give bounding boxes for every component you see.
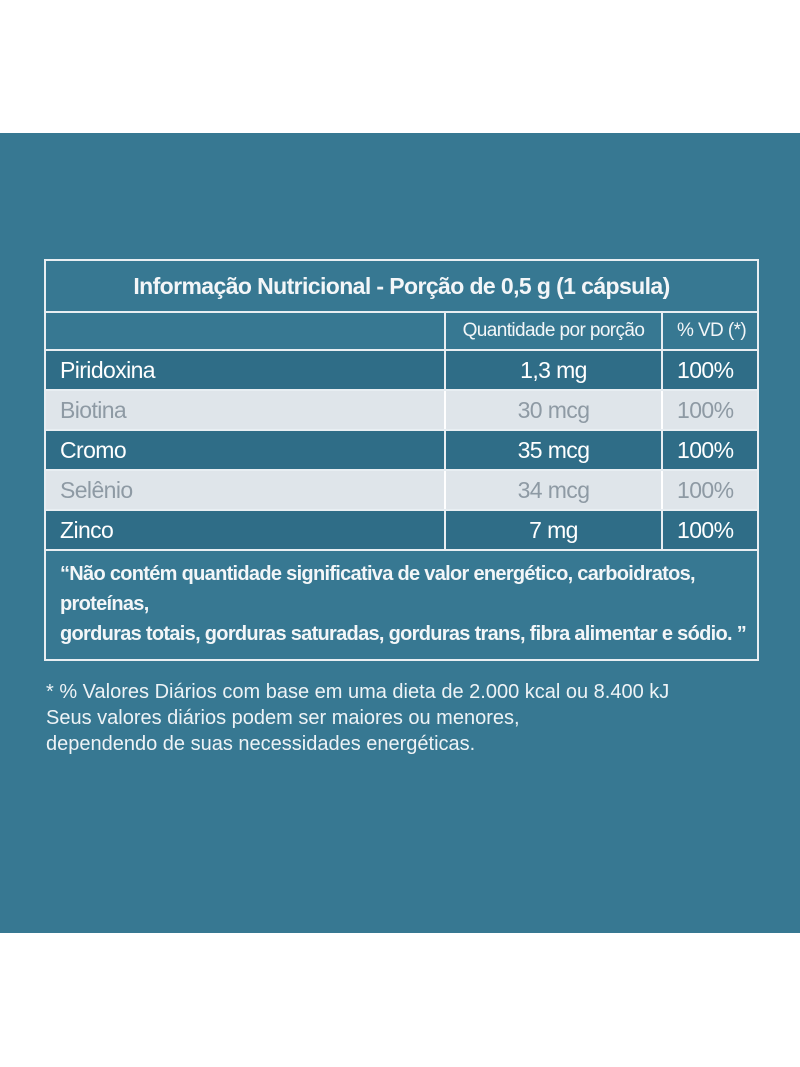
nutrient-name: Biotina bbox=[46, 391, 446, 429]
nutrient-vd: 100% bbox=[677, 516, 734, 543]
nutrient-name: Selênio bbox=[46, 471, 446, 509]
table-row: Cromo 35 mcg 100% bbox=[46, 431, 757, 471]
nutrient-name: Piridoxina bbox=[46, 351, 446, 389]
table-row: Selênio 34 mcg 100% bbox=[46, 471, 757, 511]
table-row: Piridoxina 1,3 mg 100% bbox=[46, 351, 757, 391]
nutrition-panel: Informação Nutricional - Porção de 0,5 g… bbox=[0, 133, 800, 933]
table-row: Biotina 30 mcg 100% bbox=[46, 391, 757, 431]
nutrient-name: Zinco bbox=[46, 511, 446, 549]
header-nutrient bbox=[46, 313, 446, 349]
footnote-line: Seus valores diários podem ser maiores o… bbox=[46, 707, 520, 729]
nutrient-vd: 100% bbox=[677, 476, 734, 503]
nutrient-vd: 100% bbox=[677, 396, 734, 423]
table-note: “Não contém quantidade significativa de … bbox=[46, 551, 757, 659]
nutrient-vd: 100% bbox=[677, 436, 734, 463]
nutrient-name: Cromo bbox=[46, 431, 446, 469]
nutrient-quantity: 30 mcg bbox=[446, 391, 663, 429]
header-quantity: Quantidade por porção bbox=[446, 313, 663, 349]
table-title: Informação Nutricional - Porção de 0,5 g… bbox=[46, 261, 757, 313]
note-line: “Não contém quantidade significativa de … bbox=[60, 563, 696, 615]
table-row: Zinco 7 mg 100% bbox=[46, 511, 757, 551]
nutrient-quantity: 35 mcg bbox=[446, 431, 663, 469]
daily-values-footnote: * % Valores Diários com base em uma diet… bbox=[46, 679, 786, 757]
nutrient-vd: 100% bbox=[677, 356, 734, 383]
footnote-line: * % Valores Diários com base em uma diet… bbox=[46, 681, 670, 703]
nutrient-quantity: 7 mg bbox=[446, 511, 663, 549]
header-vd: % VD (*) bbox=[677, 320, 747, 341]
table-header-row: Quantidade por porção % VD (*) bbox=[46, 313, 757, 351]
footnote-line: dependendo de suas necessidades energéti… bbox=[46, 733, 476, 755]
nutrient-quantity: 1,3 mg bbox=[446, 351, 663, 389]
nutrition-table: Informação Nutricional - Porção de 0,5 g… bbox=[44, 259, 759, 661]
nutrient-quantity: 34 mcg bbox=[446, 471, 663, 509]
note-line: gorduras totais, gorduras saturadas, gor… bbox=[60, 623, 747, 645]
